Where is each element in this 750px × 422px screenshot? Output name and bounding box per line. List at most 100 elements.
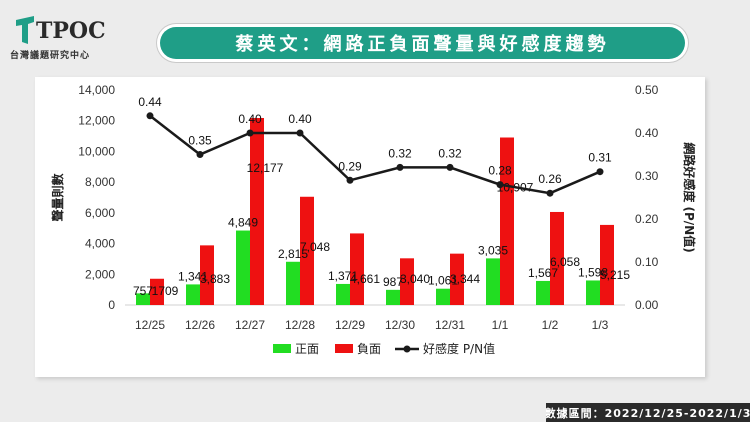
- legend-ratio-label: 好感度 P/N值: [423, 341, 495, 356]
- ratio-point: [346, 176, 354, 184]
- bar-negative: [150, 278, 164, 305]
- bar-negative-label: 12,177: [247, 161, 284, 175]
- bar-positive: [386, 289, 400, 305]
- y-tick-label: 12,000: [78, 114, 115, 128]
- bar-negative: [250, 117, 264, 306]
- y2-tick-label: 0.20: [635, 212, 659, 226]
- y-tick-label: 8,000: [85, 175, 115, 189]
- bar-positive-label: 987: [383, 275, 403, 289]
- ratio-point: [296, 129, 304, 137]
- bar-positive-label: 4,849: [228, 216, 258, 230]
- ratio-point: [196, 151, 204, 158]
- y2-tick-label: 0.40: [635, 126, 659, 140]
- bar-negative-label: 3,883: [200, 272, 230, 286]
- bar-positive-label: 1,341: [178, 269, 208, 283]
- bar-positive: [436, 288, 450, 305]
- y-tick-label: 2,000: [85, 267, 115, 281]
- bar-negative: [350, 233, 364, 305]
- bar-negative-label: 5,215: [600, 268, 630, 282]
- data-range-footer: 數據區間：2022/12/25-2022/1/3: [546, 403, 750, 422]
- ratio-label: 0.40: [238, 112, 262, 126]
- x-tick-label: 1/2: [542, 318, 559, 332]
- x-tick-label: 1/1: [492, 318, 509, 332]
- bar-negative-label: 1709: [152, 284, 179, 298]
- ratio-label: 0.29: [338, 159, 362, 173]
- ratio-point: [596, 168, 604, 176]
- ratio-label: 0.31: [588, 151, 612, 165]
- bar-negative-label: 3,344: [450, 272, 480, 286]
- page-title: 蔡英文：網路正負面聲量與好感度趨勢: [160, 27, 685, 59]
- y2-tick-label: 0.10: [635, 255, 659, 269]
- bar-positive: [336, 283, 350, 305]
- x-tick-label: 12/28: [285, 318, 315, 332]
- bar-positive-label: 3,035: [478, 243, 508, 257]
- ratio-point: [146, 112, 154, 120]
- ratio-label: 0.32: [388, 146, 412, 160]
- ratio-label: 0.40: [288, 112, 312, 126]
- bar-negative-label: 4,661: [350, 272, 380, 286]
- bar-positive: [236, 230, 250, 305]
- y-tick-label: 0: [108, 298, 115, 312]
- y2-tick-label: 0.00: [635, 298, 659, 312]
- y-tick-label: 14,000: [78, 83, 115, 97]
- x-tick-label: 12/25: [135, 318, 165, 332]
- bar-positive: [536, 280, 550, 305]
- x-tick-label: 12/27: [235, 318, 265, 332]
- bar-negative-label: 3,040: [400, 272, 430, 286]
- bar-negative: [500, 137, 514, 305]
- bar-positive: [286, 261, 300, 305]
- bar-negative: [300, 196, 314, 305]
- bar-positive-label: 1,598: [578, 265, 608, 279]
- bar-positive: [486, 258, 500, 305]
- ratio-line: [149, 114, 601, 195]
- bar-negative: [600, 224, 614, 305]
- ratio-label: 0.26: [538, 172, 562, 186]
- ratio-point: [446, 163, 454, 171]
- bar-negative-label: 7,048: [300, 240, 330, 254]
- legend-positive-swatch: [273, 344, 291, 353]
- y2-tick-label: 0.30: [635, 169, 659, 183]
- legend-positive-label: 正面: [295, 342, 319, 356]
- legend-ratio-marker: [403, 345, 411, 353]
- x-tick-label: 12/29: [335, 318, 365, 332]
- ratio-label: 0.32: [438, 146, 462, 160]
- y-tick-label: 10,000: [78, 144, 115, 158]
- y-tick-label: 4,000: [85, 237, 115, 251]
- bar-negative: [200, 245, 214, 305]
- logo-subtitle: 台灣議題研究中心: [10, 51, 91, 61]
- ratio-point: [546, 189, 554, 197]
- bar-positive: [136, 293, 150, 305]
- bar-positive-label: 1,567: [528, 266, 558, 280]
- tpoc-logo: TPOC 台灣議題研究中心: [10, 14, 120, 62]
- bar-negative: [550, 211, 564, 305]
- bar-positive: [186, 284, 200, 305]
- x-tick-label: 12/30: [385, 318, 415, 332]
- x-tick-label: 12/31: [435, 318, 465, 332]
- x-tick-label: 12/26: [185, 318, 215, 332]
- bar-positive-label: 1,371: [328, 269, 358, 283]
- y-axis-title: 聲量則數: [50, 173, 65, 221]
- y2-tick-label: 0.50: [635, 83, 659, 97]
- ratio-point: [396, 163, 404, 171]
- ratio-label: 0.44: [138, 95, 162, 109]
- logo-mark-icon: [16, 16, 34, 44]
- bar-positive-label: 757: [133, 284, 153, 298]
- chart: 0 2,000 4,000 6,000 8,000 10,000 12,000 14,000 0…: [50, 83, 697, 356]
- ratio-point: [496, 181, 504, 189]
- logo-text: TPOC: [36, 18, 106, 44]
- legend-negative-label: 負面: [357, 342, 381, 356]
- bar-positive-label: 1,061: [428, 274, 458, 288]
- bar-positive: [586, 280, 600, 305]
- ratio-point: [246, 129, 254, 137]
- chart-card: 0 2,000 4,000 6,000 8,000 10,000 12,000 14,000 0…: [35, 77, 705, 377]
- y2-axis-title: 網路好感度 (P/N值): [682, 142, 697, 252]
- bar-negative: [400, 258, 414, 305]
- legend-negative-swatch: [335, 344, 353, 353]
- ratio-label: 0.28: [488, 164, 512, 178]
- ratio-label: 0.35: [188, 134, 212, 148]
- y-tick-label: 6,000: [85, 206, 115, 220]
- bar-positive-label: 2,815: [278, 247, 308, 261]
- x-tick-label: 1/3: [592, 318, 609, 332]
- bar-negative-label: 6,058: [550, 255, 580, 269]
- bar-negative: [450, 253, 464, 305]
